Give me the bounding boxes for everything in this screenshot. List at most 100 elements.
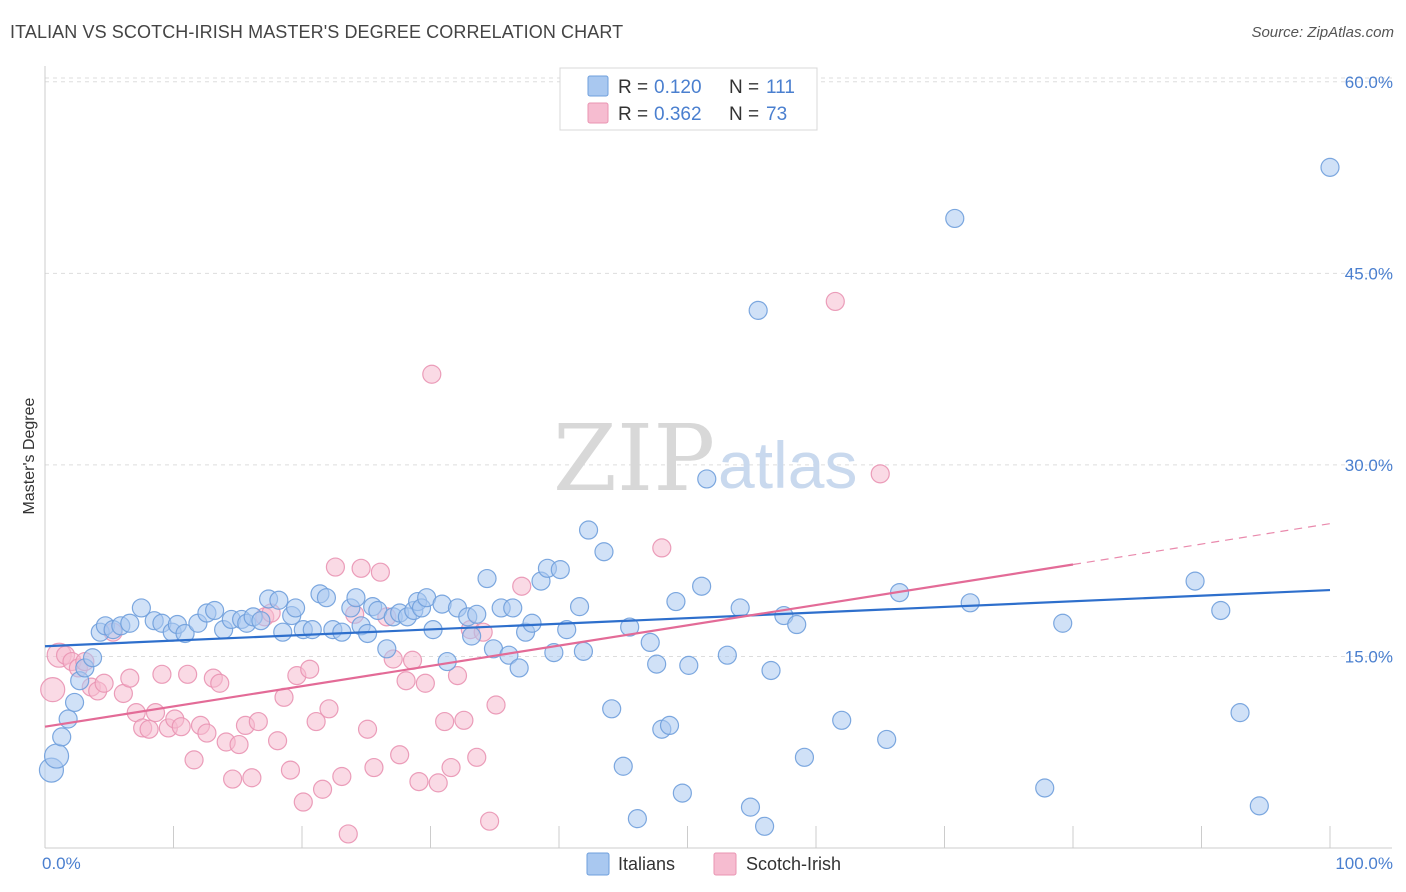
chart-title: ITALIAN VS SCOTCH-IRISH MASTER'S DEGREE … <box>10 22 624 42</box>
scotch-irish-point <box>357 719 378 739</box>
italians-point <box>131 598 151 618</box>
scotch-irish-point <box>120 668 140 688</box>
y-tick-label: 60.0% <box>1345 73 1393 92</box>
italians-point <box>205 600 225 621</box>
italians-point <box>754 816 775 836</box>
italians-point <box>82 648 103 668</box>
scotch-irish-point <box>184 750 204 770</box>
italians-point <box>467 604 487 624</box>
italians-point <box>647 654 667 674</box>
italians-point <box>666 591 686 612</box>
italians-point <box>1053 613 1073 633</box>
legend-r-value-italians: 0.120 <box>654 77 702 98</box>
scotch-irish-point <box>40 677 66 703</box>
top-legend: R = 0.120 N = 111 R = 0.362 N = 73 <box>559 67 818 131</box>
italians-point <box>58 709 78 729</box>
italians-point <box>509 658 529 678</box>
italians-point <box>1230 703 1250 723</box>
y-tick-label: 15.0% <box>1345 647 1393 666</box>
italians-point <box>569 597 590 617</box>
scotch-irish-point <box>293 792 313 812</box>
italians-point <box>503 598 523 618</box>
scotch-irish-point <box>312 779 333 799</box>
italians-point <box>717 645 737 665</box>
scotch-irish-point <box>223 769 243 789</box>
points-layer <box>38 157 1340 844</box>
italians-trend-line <box>44 588 1331 648</box>
italians-point <box>761 660 781 681</box>
scotch-irish-point <box>351 558 371 578</box>
scotch-irish-point <box>210 673 230 693</box>
scotch-irish-point <box>139 719 159 739</box>
legend-swatch-italians <box>587 75 609 97</box>
legend-r-value-scotch-irish: 0.362 <box>654 104 702 125</box>
ticks-layer: 15.0% 30.0% 45.0% 60.0% 0.0% 100.0% <box>42 73 1393 873</box>
scotch-irish-point <box>370 562 390 582</box>
italians-point <box>462 626 482 646</box>
italians-point <box>573 641 594 661</box>
italians-point <box>251 611 271 631</box>
italians-point <box>175 623 195 644</box>
italians-point <box>43 743 70 769</box>
italians-point <box>613 756 633 776</box>
trend-layer <box>44 523 1331 728</box>
italians-point <box>794 747 815 767</box>
italians-point <box>945 208 965 229</box>
chart-source: Source: ZipAtlas.com <box>1251 24 1394 41</box>
legend-r-label-italians: R = <box>618 77 648 98</box>
scotch-irish-point <box>390 745 410 765</box>
italians-point <box>659 715 680 736</box>
italians-point <box>64 692 85 713</box>
italians-point <box>748 300 768 320</box>
legend-n-label-italians: N = <box>729 77 759 98</box>
italians-point <box>594 542 614 562</box>
italians-point <box>602 699 622 719</box>
scotch-irish-point <box>402 650 423 670</box>
bottom-legend-label-scotch-irish: Scotch-Irish <box>746 854 841 874</box>
italians-point <box>120 613 140 633</box>
scotch-irish-point <box>396 671 416 691</box>
scotch-irish-point <box>145 703 166 723</box>
italians-point <box>302 620 322 640</box>
italians-point <box>877 729 897 750</box>
scotch-irish-point <box>435 711 455 732</box>
scotch-irish-trend-extension <box>1072 523 1331 566</box>
scotch-irish-point <box>652 538 672 558</box>
italians-point <box>346 588 366 608</box>
italians-point <box>740 797 761 817</box>
bottom-legend-swatch-scotch-irish <box>713 852 737 876</box>
scotch-irish-point <box>415 673 435 693</box>
italians-point <box>477 568 497 589</box>
grid-layer <box>45 77 1392 657</box>
scotch-irish-point <box>512 576 532 596</box>
italians-point <box>316 588 337 608</box>
bottom-legend: Italians Scotch-Irish <box>586 852 841 876</box>
italians-point <box>1211 600 1231 621</box>
scotch-irish-point <box>94 673 114 693</box>
italians-point <box>1320 157 1340 177</box>
italians-point <box>787 614 807 635</box>
italians-point <box>620 617 640 637</box>
scotch-irish-point <box>409 771 429 792</box>
scotch-irish-point <box>171 717 191 737</box>
italians-point <box>52 727 72 747</box>
legend-r-label-scotch-irish: R = <box>618 104 648 125</box>
italians-point <box>522 613 542 633</box>
scotch-irish-point <box>332 766 352 787</box>
scotch-irish-point <box>441 757 461 778</box>
scotch-irish-point <box>178 664 198 684</box>
italians-point <box>672 783 692 803</box>
scotch-irish-point <box>248 711 268 732</box>
watermark-atlas: atlas <box>718 428 857 502</box>
scotch-irish-point <box>280 760 301 780</box>
scotch-irish-point <box>319 699 339 719</box>
legend-n-label-scotch-irish: N = <box>729 104 759 125</box>
italians-point <box>832 710 852 730</box>
scotch-irish-point <box>300 659 320 679</box>
legend-n-value-scotch-irish: 73 <box>766 104 787 125</box>
italians-point <box>269 590 289 610</box>
scotch-irish-point <box>447 666 468 686</box>
scotch-irish-point <box>229 734 249 755</box>
y-tick-label: 45.0% <box>1345 264 1393 283</box>
scotch-irish-point <box>325 557 346 577</box>
